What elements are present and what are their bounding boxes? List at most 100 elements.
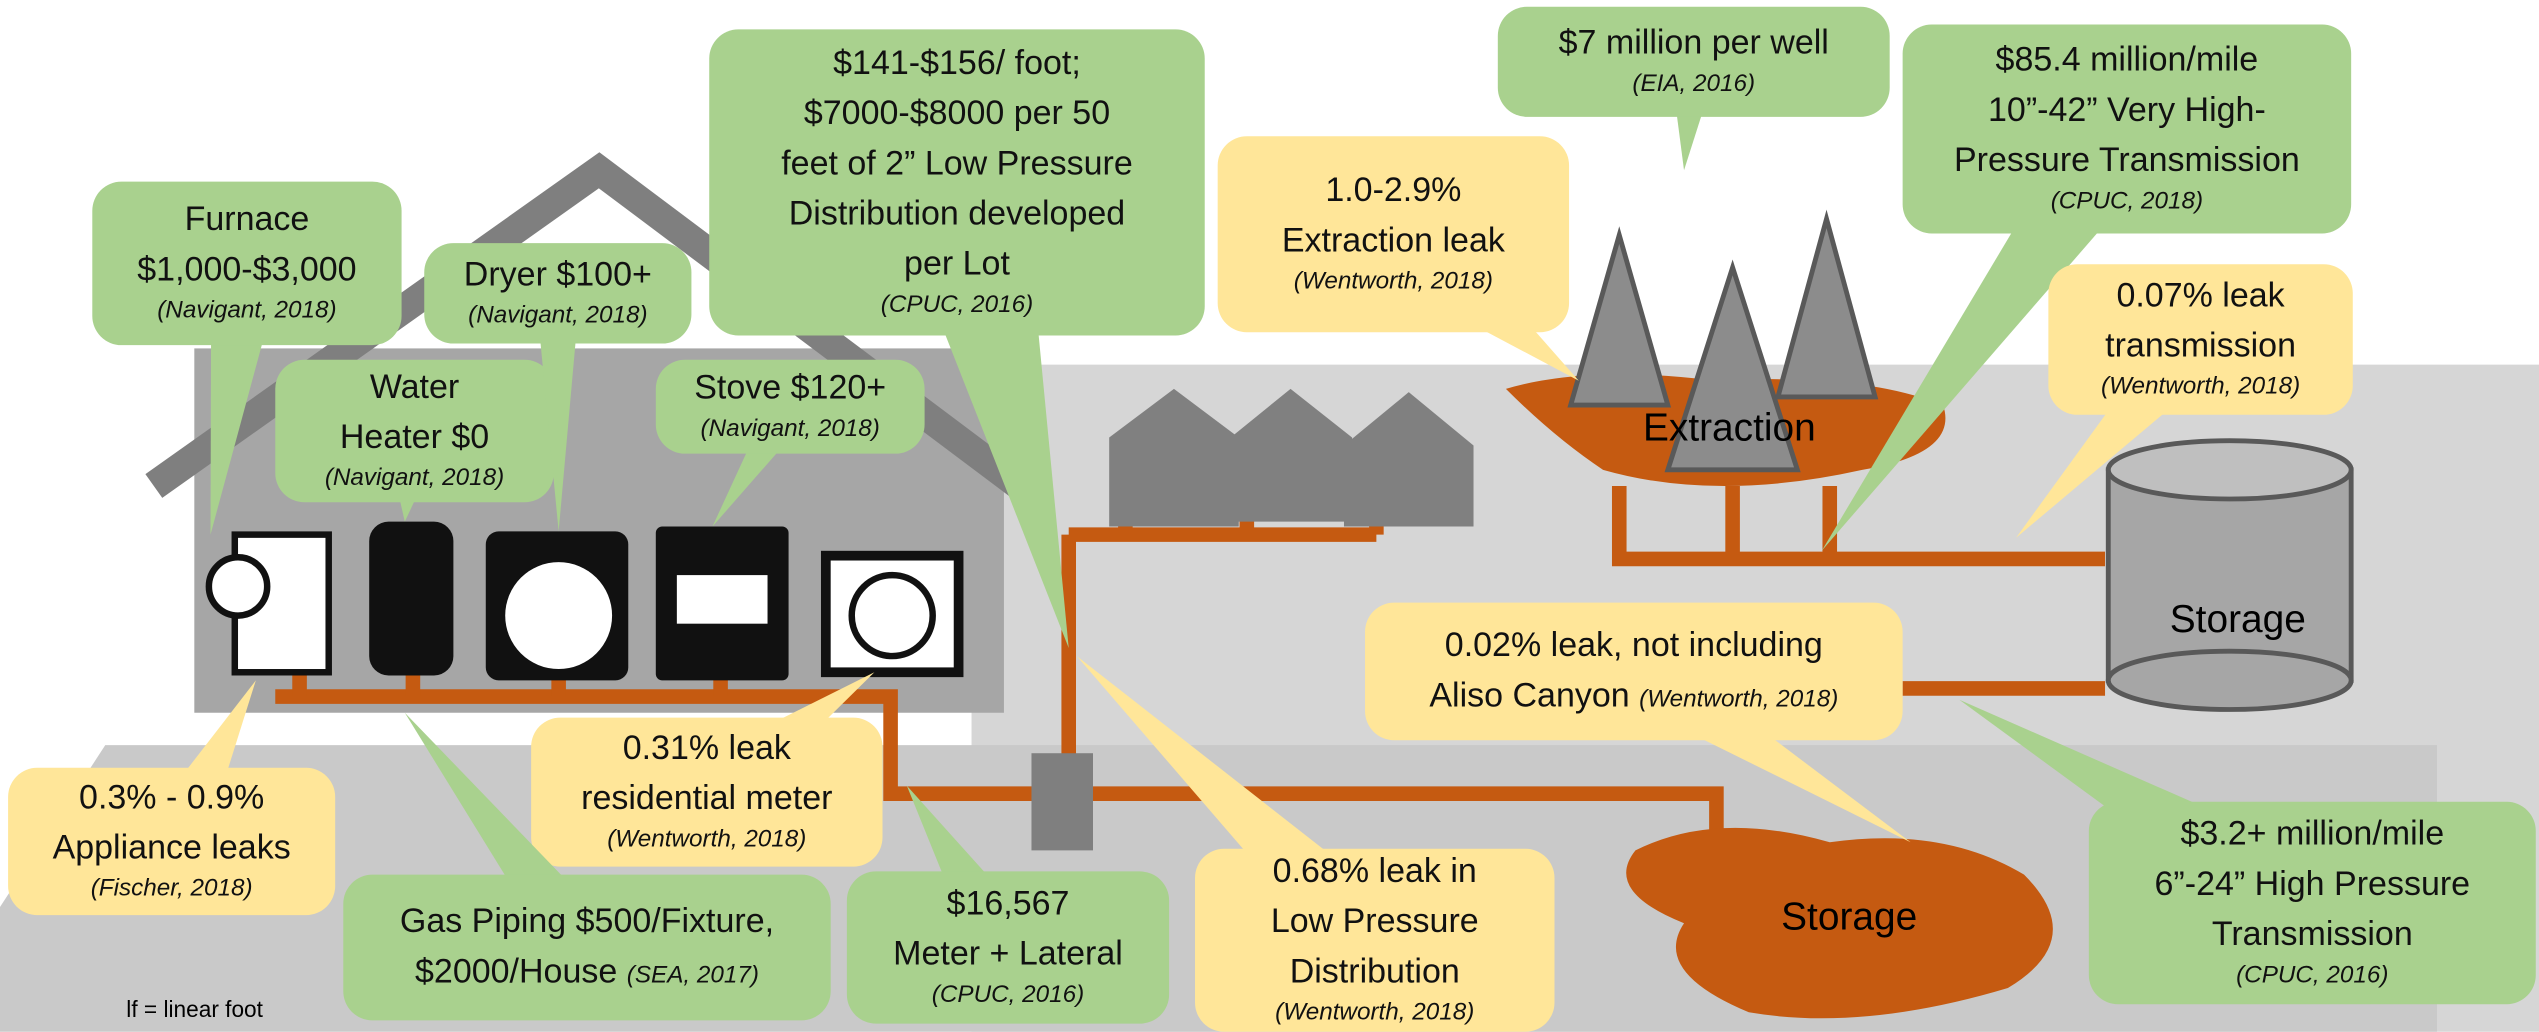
callout-text: $85.4 million/mile	[1996, 41, 2259, 79]
callout-text: Pressure Transmission	[1954, 141, 2300, 179]
callout-citation: (Wentworth, 2018)	[1275, 999, 1474, 1026]
callout-citation: (SEA, 2017)	[627, 961, 759, 988]
callout-text: Meter + Lateral	[893, 935, 1123, 973]
callout: $7 million per well (EIA, 2016)	[1497, 6, 1890, 171]
callout-text: residential meter	[581, 779, 832, 817]
callout-text: feet of 2” Low Pressure	[781, 144, 1133, 182]
callout-line: Low Pressure	[1271, 902, 1479, 940]
callout-text: 0.68% leak in	[1273, 852, 1477, 890]
appliances	[205, 521, 964, 681]
callout-text: 10”-42” Very High-	[1988, 91, 2266, 129]
callout-box	[2088, 801, 2536, 1005]
callout-text: $7000-$8000 per 50	[804, 94, 1110, 132]
callout-text: Extraction leak	[1282, 221, 1506, 259]
callout-text: $141-$156/ foot;	[833, 44, 1081, 82]
callout: $141-$156/ foot; $7000-$8000 per 50 feet o…	[709, 29, 1205, 648]
callout: Furnace $1,000-$3,000 (Navigant, 2018)	[92, 181, 402, 535]
callouts: Furnace$1,000-$3,000(Navigant, 2018)Wate…	[8, 6, 2536, 1032]
callout-text: $16,567	[947, 884, 1070, 922]
callout-line: Aliso Canyon	[1429, 676, 1629, 714]
callout-box	[1497, 6, 1890, 117]
callout-line: residential meter	[581, 779, 832, 817]
callout-citation: (Wentworth, 2018)	[2101, 373, 2300, 400]
callout-text: Water	[370, 368, 459, 406]
callout-line: per Lot	[904, 245, 1010, 283]
note: lf = linear foot	[126, 996, 263, 1022]
callout-text: Stove $120+	[694, 369, 886, 407]
callout-line: Distribution developed	[789, 195, 1125, 233]
callout-line: 1.0-2.9%	[1325, 171, 1461, 209]
callout-citation: (Wentworth, 2018)	[1294, 267, 1493, 294]
storage-pool	[1626, 827, 2053, 1019]
callout-text: Heater $0	[340, 418, 489, 456]
callout-box	[343, 874, 831, 1021]
callout-line: Appliance leaks	[53, 828, 291, 866]
callout: 1.0-2.9% Extraction leak (Wentworth, 2018)	[1217, 136, 1579, 381]
callout-text: $3.2+ million/mile	[2180, 815, 2444, 853]
pipes	[275, 486, 2106, 835]
callout-citation: (Navigant, 2018)	[468, 301, 647, 328]
callout-box	[1902, 24, 2352, 234]
callout-line: 0.31% leak	[623, 729, 792, 767]
callout-text: 6”-24” High Pressure	[2155, 865, 2471, 903]
callout-citation: (CPUC, 2016)	[2236, 961, 2388, 988]
callout-line: $7000-$8000 per 50	[804, 94, 1110, 132]
callout-line: 0.68% leak in	[1273, 852, 1477, 890]
callout-line: Heater $0	[340, 418, 489, 456]
callout-citation: (Navigant, 2018)	[157, 297, 336, 324]
callout-box	[275, 359, 554, 503]
callout-text: $2000/House (SEA, 2017)	[415, 952, 759, 990]
callout-citation: (EIA, 2016)	[1632, 70, 1755, 97]
callout: $85.4 million/mile 10”-42” Very High- Pres…	[1821, 24, 2352, 551]
callout-box	[531, 717, 883, 867]
callout-line: $16,567	[947, 884, 1070, 922]
meter-box	[1031, 753, 1094, 851]
callout-text: Distribution	[1290, 952, 1460, 990]
callout-citation: (Wentworth, 2018)	[607, 825, 806, 852]
callout-line: Dryer $100+	[464, 255, 652, 293]
callout-line: Extraction leak	[1282, 221, 1506, 259]
callout: $3.2+ million/mile 6”-24” High Pressure Tr…	[1959, 699, 2536, 1005]
callout-line: Meter + Lateral	[893, 935, 1123, 973]
callout-line: transmission	[2105, 327, 2296, 365]
callout-text: Dryer $100+	[464, 255, 652, 293]
callout-line: $7 million per well	[1559, 24, 1829, 62]
callout-text: Low Pressure	[1271, 902, 1479, 940]
callout-box	[846, 871, 1170, 1024]
callout: 0.07% leak transmission (Wentworth, 2018)	[2015, 264, 2353, 538]
callout-line: 0.3% - 0.9%	[79, 778, 264, 816]
callout-box	[1365, 602, 1903, 741]
callout-box	[2048, 264, 2353, 415]
callout-citation: (Fischer, 2018)	[91, 875, 253, 902]
callout: $16,567 Meter + Lateral (CPUC, 2016)	[846, 785, 1170, 1024]
callout-citation: (Navigant, 2018)	[325, 464, 504, 491]
callout-line: 0.02% leak, not including	[1445, 626, 1823, 664]
callout: 0.68% leak in Low Pressure Distribution (We…	[1076, 656, 1555, 1032]
callout-box	[8, 767, 336, 916]
callout-line: feet of 2” Low Pressure	[781, 144, 1133, 182]
derricks	[1567, 209, 1879, 473]
callout-line: Pressure Transmission	[1954, 141, 2300, 179]
callout-text: Transmission	[2212, 915, 2413, 953]
callout: 0.31% leak residential meter (Wentworth, 2…	[531, 672, 883, 867]
callout-line: $2000/House	[415, 952, 617, 990]
callout: 0.3% - 0.9% Appliance leaks (Fischer, 2018…	[8, 680, 336, 916]
callout-text: $1,000-$3,000	[137, 250, 356, 288]
callout-box	[709, 29, 1205, 336]
callout: Dryer $100+ (Navigant, 2018)	[424, 243, 692, 532]
callout-citation: (Wentworth, 2018)	[1639, 685, 1838, 712]
callout-text: $7 million per well	[1559, 24, 1829, 62]
callout-citation: (CPUC, 2016)	[932, 981, 1084, 1008]
callout-line: $141-$156/ foot;	[833, 44, 1081, 82]
callout-text: transmission	[2105, 327, 2296, 365]
callout-line: 0.07% leak	[2116, 276, 2285, 314]
callout-line: $85.4 million/mile	[1996, 41, 2259, 79]
callout-text: Furnace	[185, 200, 310, 238]
callout: Water Heater $0 (Navigant, 2018)	[275, 359, 554, 522]
callout-text: Aliso Canyon (Wentworth, 2018)	[1429, 676, 1838, 714]
callout-line: Gas Piping $500/Fixture,	[400, 902, 774, 940]
storage-field-label: Storage	[1781, 896, 1917, 939]
callout-box	[424, 243, 692, 344]
storage-tank	[2105, 438, 2354, 712]
